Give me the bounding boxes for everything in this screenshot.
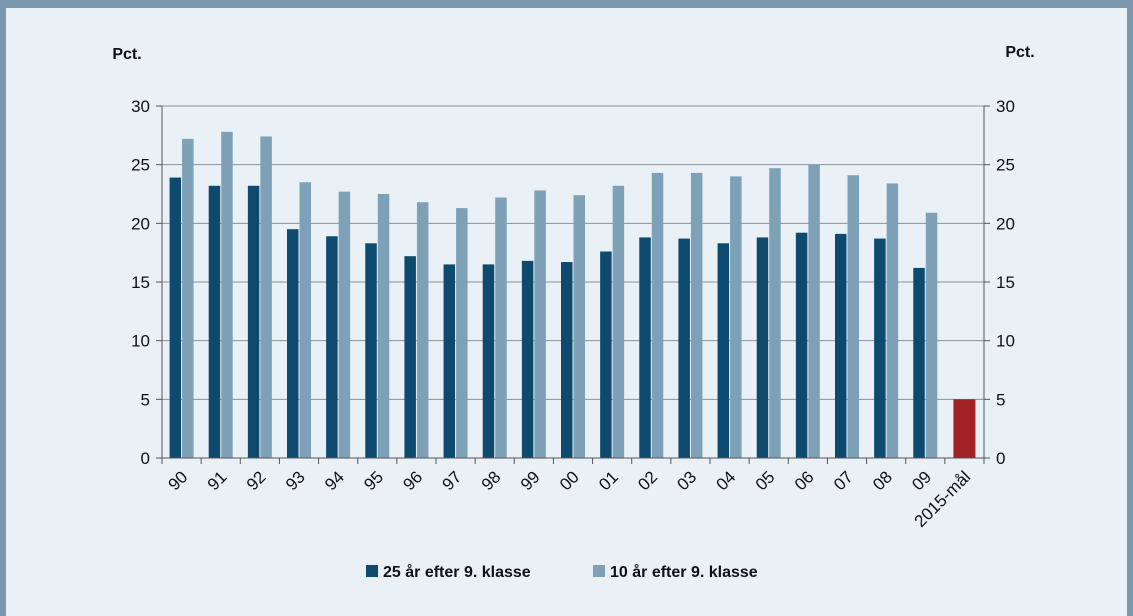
y-tick-label-left: 10: [131, 332, 150, 351]
bar-25-year: [247, 185, 260, 458]
x-tick-label: 94: [321, 467, 348, 494]
x-tick-label: 01: [595, 467, 622, 494]
bar-10-year: [416, 202, 429, 458]
bar-25-year: [913, 267, 925, 458]
x-tick-label: 90: [165, 467, 192, 494]
bar-25-year: [404, 256, 416, 458]
y-tick-label-right: 10: [996, 332, 1015, 351]
bar-25-year: [795, 232, 808, 458]
gridlines: [162, 105, 984, 400]
bar-25-year: [287, 229, 299, 458]
y-tick-label-left: 15: [131, 273, 150, 292]
bar-10-year: [808, 164, 820, 458]
bar-25-year: [717, 243, 730, 458]
bar-25-year: [678, 238, 690, 458]
bar-10-year: [338, 191, 351, 459]
x-tick-label: 08: [869, 467, 896, 494]
bar-10-year: [925, 212, 938, 458]
bar-25-year: [835, 233, 847, 458]
legend: 25 år efter 9. klasse 10 år efter 9. klas…: [366, 563, 758, 581]
x-tick-label: 05: [752, 467, 779, 494]
bar-10-year: [377, 194, 390, 458]
bar-10-year: [534, 190, 546, 459]
bar-10-year: [495, 197, 507, 458]
bar-10-year: [573, 195, 585, 458]
x-tick-label: 98: [478, 467, 505, 494]
bar-10-year: [260, 136, 272, 459]
bars-group: [169, 131, 976, 459]
bar-25-year: [443, 264, 456, 458]
bar-25-year: [482, 264, 495, 458]
y-tick-label-right: 25: [996, 156, 1015, 175]
x-tick-label: 96: [399, 467, 426, 494]
bar-10-year: [690, 172, 703, 458]
x-tick-label: 91: [204, 467, 231, 494]
bar-25-year: [874, 238, 886, 458]
y-tick-label-right: 20: [996, 214, 1015, 233]
bar-25-year: [169, 177, 182, 458]
bar-10-year: [221, 131, 233, 458]
legend-swatch-25-year: [366, 565, 378, 577]
x-tick-label: 99: [517, 467, 544, 494]
bar-10-year: [730, 176, 742, 458]
y-tick-label-right: 0: [996, 449, 1005, 468]
x-tick-label: 06: [791, 467, 818, 494]
x-tick-label: 03: [673, 467, 700, 494]
bar-10-year: [299, 182, 311, 458]
bar-25-year: [208, 185, 221, 458]
bar-10-year: [847, 175, 859, 458]
bar-10-year: [612, 185, 625, 458]
legend-swatch-10-year: [593, 565, 605, 577]
x-tick-label: 93: [282, 467, 309, 494]
bar-10-year: [182, 138, 194, 458]
x-tick-label: 97: [439, 467, 466, 494]
x-tick-label: 02: [634, 467, 661, 494]
right-unit-label: Pct.: [1005, 44, 1034, 61]
bar-25-year: [756, 237, 769, 458]
y-tick-label-right: 15: [996, 273, 1015, 292]
bar-10-year: [651, 172, 664, 458]
bar-target-2015: [953, 399, 976, 458]
x-tick-label: 92: [243, 467, 270, 494]
bar-25-year: [561, 262, 573, 458]
y-tick-label-left: 5: [141, 390, 150, 409]
bar-25-year: [326, 236, 338, 458]
x-tick-label: 09: [908, 467, 935, 494]
x-tick-label: 07: [830, 467, 857, 494]
bar-25-year: [365, 243, 377, 458]
x-tick-label: 04: [713, 467, 740, 494]
x-tick-label: 00: [556, 467, 583, 494]
bar-25-year: [521, 260, 534, 458]
bar-10-year: [886, 183, 899, 458]
bar-10-year: [456, 208, 468, 458]
legend-label-25-year: 25 år efter 9. klasse: [383, 563, 531, 581]
bar-25-year: [600, 251, 612, 458]
y-tick-label-right: 30: [996, 97, 1015, 116]
left-unit-label: Pct.: [112, 46, 141, 63]
y-tick-label-right: 5: [996, 390, 1005, 409]
y-tick-label-left: 30: [131, 97, 150, 116]
legend-label-10-year: 10 år efter 9. klasse: [610, 563, 758, 581]
bar-25-year: [639, 237, 651, 458]
y-tick-label-left: 25: [131, 156, 150, 175]
bar-10-year: [769, 168, 781, 459]
x-tick-label: 95: [360, 467, 387, 494]
y-tick-label-left: 0: [141, 449, 150, 468]
y-tick-label-left: 20: [131, 214, 150, 233]
